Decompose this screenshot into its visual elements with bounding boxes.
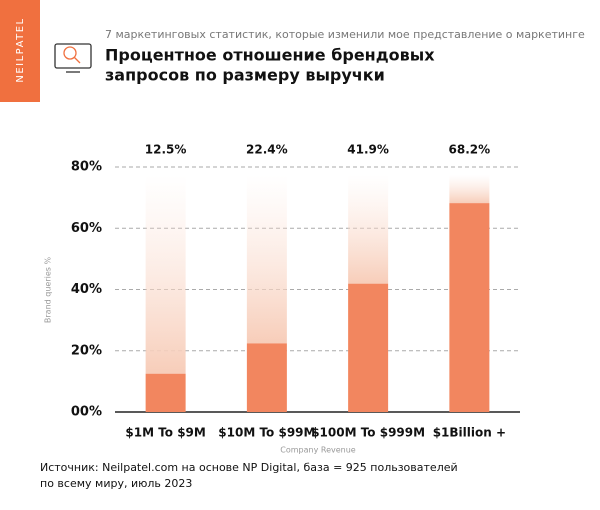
- bar-backdrop: [348, 175, 389, 284]
- x-tick-label: $1M To $9M: [125, 426, 205, 440]
- value-label: 12.5%: [145, 143, 187, 157]
- brand: NEILPATEL: [15, 17, 26, 82]
- value-label: 22.4%: [246, 143, 288, 157]
- title-line: Процентное отношение брендовых: [105, 46, 435, 65]
- y-tick-label: 20%: [71, 343, 102, 358]
- x-axis-label: Company Revenue: [280, 446, 356, 455]
- bar-backdrop: [449, 175, 490, 204]
- bar: [449, 203, 490, 412]
- x-tick-label: $100M To $999M: [311, 426, 425, 440]
- icon: [54, 43, 92, 73]
- value-label: 68.2%: [449, 143, 491, 157]
- source-line: по всему миру, июль 2023: [40, 477, 192, 490]
- x-tick-label: $10M To $99M: [218, 426, 315, 440]
- bar: [145, 373, 186, 412]
- title-line: запросов по размеру выручки: [105, 66, 385, 85]
- bar-backdrop: [145, 175, 186, 374]
- value-label: 41.9%: [347, 143, 389, 157]
- bar: [246, 343, 287, 412]
- bar-backdrop: [246, 175, 287, 344]
- source-line: Источник: Neilpatel.com на основе NP Dig…: [40, 461, 458, 474]
- y-tick-label: 00%: [71, 405, 102, 420]
- y-tick-label: 80%: [71, 160, 102, 175]
- y-axis-label: Brand queries %: [44, 257, 53, 324]
- brand-band: [0, 0, 40, 102]
- x-tick-label: $1Billion +: [433, 426, 506, 440]
- y-tick-label: 60%: [71, 221, 102, 236]
- bar: [348, 283, 389, 412]
- y-tick-label: 40%: [71, 282, 102, 297]
- subtitle: 7 маркетинговых статистик, которые измен…: [105, 28, 585, 41]
